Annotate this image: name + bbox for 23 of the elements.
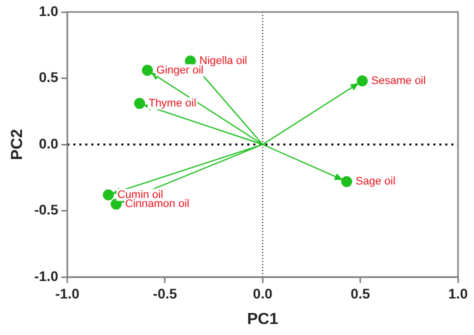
annotation: Sage oil bbox=[356, 176, 396, 188]
y-tick-label: -0.5 bbox=[34, 202, 59, 218]
point bbox=[110, 198, 122, 210]
x-axis-title: PC1 bbox=[247, 310, 278, 328]
y-axis-title: PC2 bbox=[9, 128, 26, 160]
annotation: Sesame oil bbox=[371, 74, 426, 87]
x-tick-label: 0.5 bbox=[350, 285, 370, 302]
annotation: Cinnamon oil bbox=[125, 198, 190, 210]
point bbox=[142, 64, 153, 76]
point bbox=[134, 98, 146, 109]
point bbox=[356, 75, 368, 86]
x-tick-label: -0.5 bbox=[152, 285, 178, 302]
y-tick-label: 0.0 bbox=[38, 135, 59, 152]
x-tick-label: 0.0 bbox=[252, 285, 273, 302]
point bbox=[102, 189, 114, 200]
y-tick-label: 1.0 bbox=[38, 2, 59, 19]
annotation: Ginger oil bbox=[156, 64, 204, 76]
point bbox=[341, 176, 352, 188]
x-tick-label: 1.0 bbox=[448, 285, 468, 302]
y-tick-label: -1.0 bbox=[34, 268, 59, 284]
y-tick-label: 0.5 bbox=[38, 69, 59, 86]
x-tick-label: -1.0 bbox=[55, 285, 80, 302]
annotation: Thyme oil bbox=[148, 97, 196, 110]
